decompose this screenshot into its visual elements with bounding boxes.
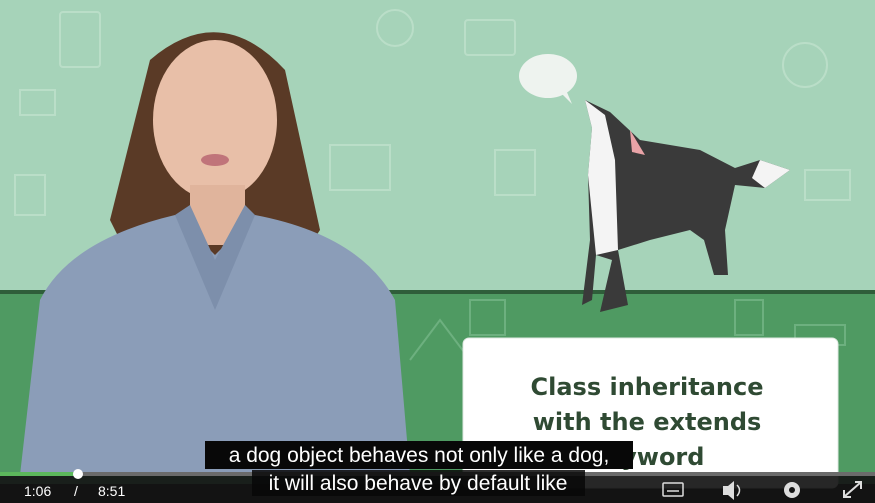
volume-button[interactable]: [723, 481, 741, 500]
progress-played: [0, 472, 78, 476]
settings-button[interactable]: [784, 482, 800, 498]
caption-background: [205, 441, 633, 469]
caption-line: it will also behave by default like: [269, 472, 568, 495]
progress-handle[interactable]: [73, 469, 83, 479]
card-line: Class inheritance: [531, 373, 764, 401]
backdrop-divider: [0, 290, 875, 294]
captions-button[interactable]: [662, 482, 684, 497]
background-icons: [14, 9, 851, 216]
presenter: [20, 32, 410, 475]
time-separator: /: [74, 483, 78, 499]
caption-line: a dog object behaves not only like a dog…: [229, 444, 610, 467]
duration: 8:51: [98, 483, 125, 499]
dog-illustration: [519, 54, 790, 312]
background-icons-lower: [409, 299, 846, 361]
fullscreen-button[interactable]: [843, 481, 862, 498]
card-line: with the extends: [533, 408, 762, 436]
current-time: 1:06: [24, 483, 51, 499]
caption-background: [252, 470, 585, 496]
